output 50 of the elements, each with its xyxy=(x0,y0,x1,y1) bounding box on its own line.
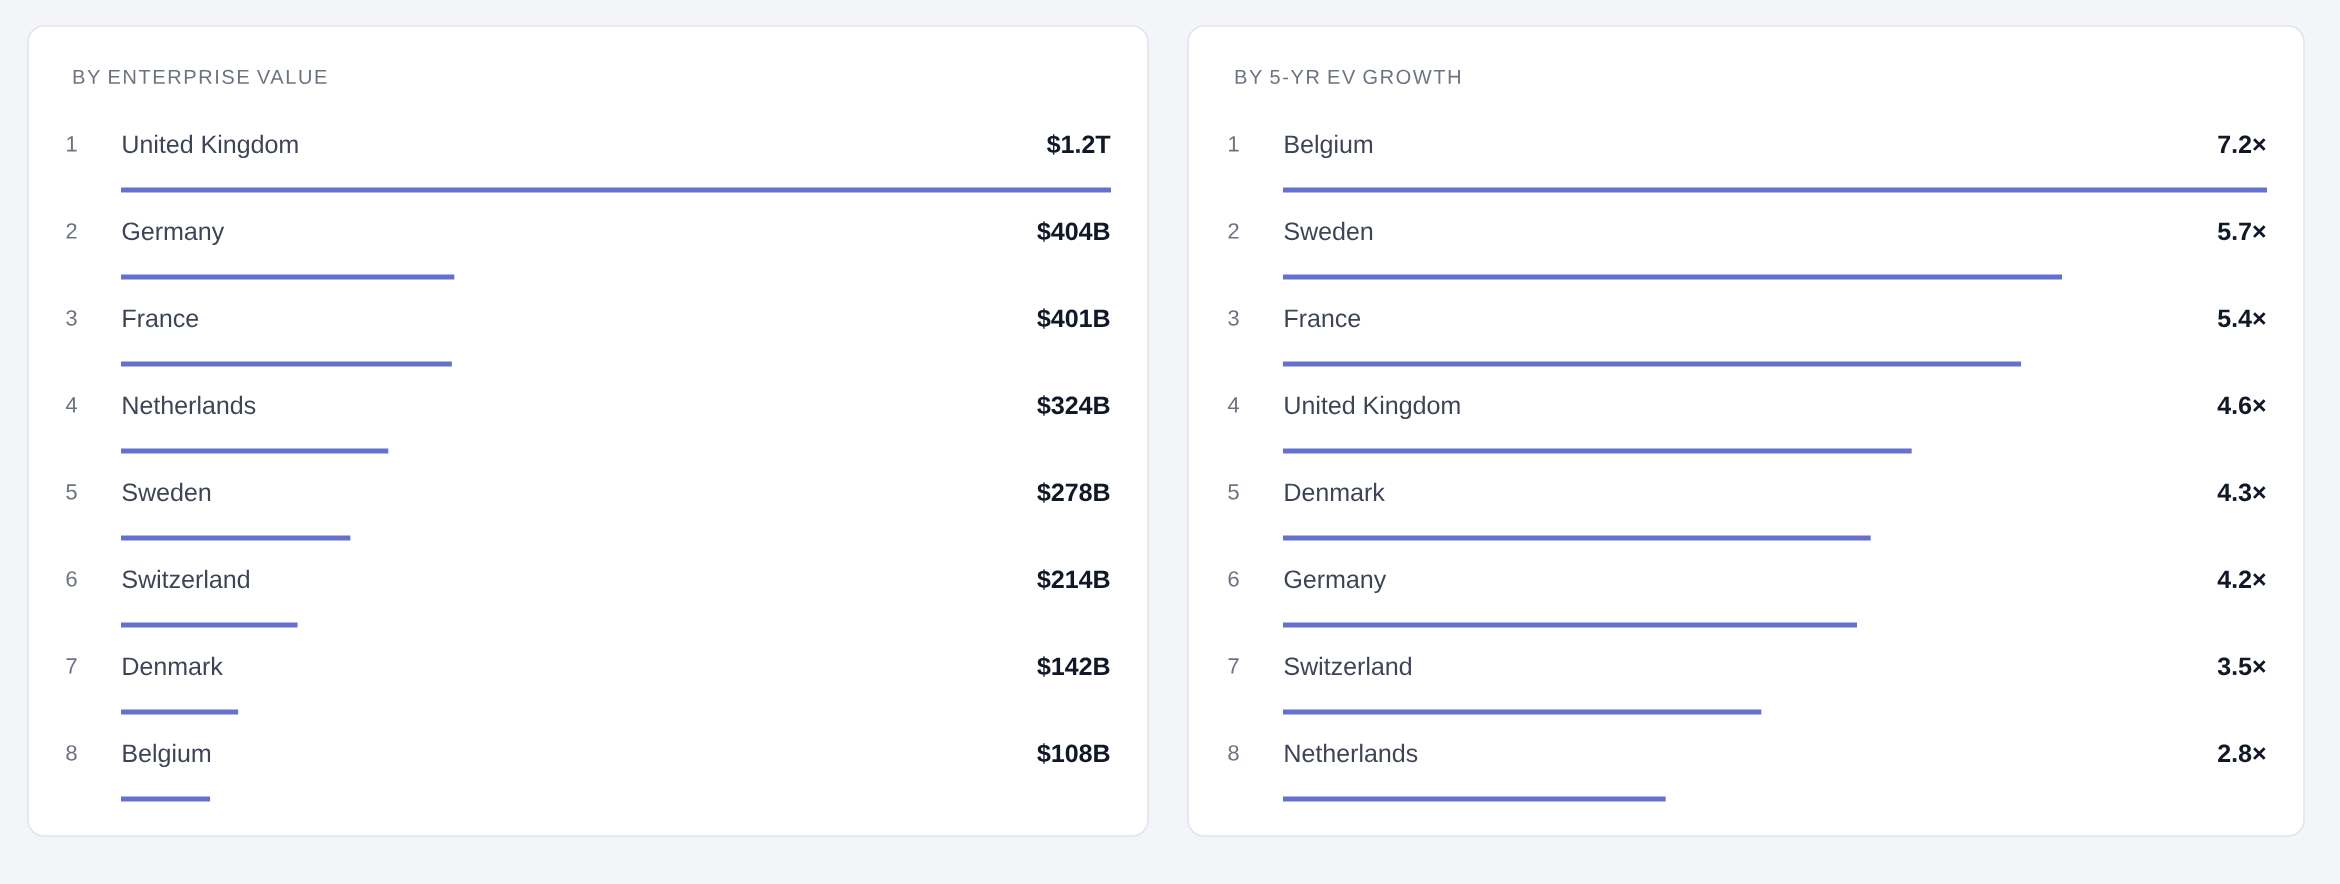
text: 4 xyxy=(65,397,77,413)
y-tick-label: Denmark xyxy=(123,656,223,676)
y-tick-label: United Kingdom xyxy=(123,134,298,159)
y-tick-label: France xyxy=(123,309,199,328)
data-label: 5.7× xyxy=(2218,222,2266,241)
text: 8 xyxy=(1228,745,1239,761)
y-tick-label: Sweden xyxy=(1284,221,1373,241)
text: 2 xyxy=(66,223,77,239)
text: 1 xyxy=(67,136,77,152)
data-label: $214B xyxy=(1037,569,1110,590)
y-tick-label: Netherlands xyxy=(1285,743,1418,763)
data-label: 4.3× xyxy=(2217,483,2266,502)
text: 6 xyxy=(1228,571,1239,587)
y-tick-label: Belgium xyxy=(1285,134,1373,159)
data-label: 2.8× xyxy=(2218,744,2266,763)
data-label: 4.6× xyxy=(2217,396,2266,415)
data-label: 7.2× xyxy=(2218,135,2266,153)
y-tick-label: Sweden xyxy=(122,482,211,502)
chart-title: BY 5-YR EV GROWTH xyxy=(1235,69,1460,84)
data-label: $142B xyxy=(1037,656,1110,677)
text: 5 xyxy=(66,484,77,500)
text: 6 xyxy=(66,571,77,587)
data-label: $401B xyxy=(1037,308,1110,329)
y-tick-label: Belgium xyxy=(123,743,211,768)
y-tick-label: Denmark xyxy=(1285,482,1385,502)
text: 5 xyxy=(1228,484,1239,500)
text: 7 xyxy=(66,658,77,674)
y-tick-label: France xyxy=(1285,309,1361,328)
data-label: $404B xyxy=(1037,221,1110,242)
y-tick-label: Germany xyxy=(122,222,225,246)
text: 3 xyxy=(1228,310,1239,326)
y-tick-label: Switzerland xyxy=(1284,656,1412,676)
data-label: $108B xyxy=(1037,743,1110,764)
data-label: 3.5× xyxy=(2217,657,2266,676)
data-label: $324B xyxy=(1037,395,1110,416)
text: 1 xyxy=(1229,136,1239,152)
text: 4 xyxy=(1227,397,1239,413)
y-tick-label: United Kingdom xyxy=(1285,395,1460,420)
y-tick-label: Netherlands xyxy=(123,395,256,415)
text: 3 xyxy=(66,310,77,326)
text: 2 xyxy=(1228,223,1239,239)
text: 7 xyxy=(1228,658,1239,674)
data-label: $278B xyxy=(1037,482,1110,503)
chart-title: BY ENTERPRISE VALUE xyxy=(73,69,327,84)
text: 8 xyxy=(66,745,77,761)
data-label: 4.2× xyxy=(2217,570,2266,588)
data-label: $1.2T xyxy=(1047,134,1111,155)
y-tick-label: Switzerland xyxy=(122,569,249,589)
data-label: 5.4× xyxy=(2218,309,2266,328)
y-tick-label: Germany xyxy=(1284,570,1387,594)
